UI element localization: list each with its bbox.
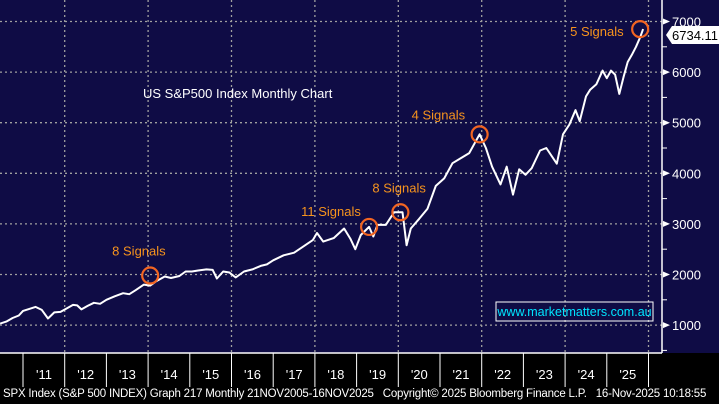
watermark-url: www.marketmatters.com.au (496, 305, 651, 319)
spx-price-line (0, 28, 645, 325)
footer-timestamp: 16-Nov-2025 10:18:55 (595, 388, 707, 400)
signal-circle (141, 266, 160, 285)
signal-label: 11 Signals (301, 204, 361, 219)
y-tick-label: 4000 (672, 166, 701, 181)
x-tick-label: '17 (286, 367, 303, 382)
y-tick-arrow (663, 220, 670, 227)
y-tick-label: 3000 (672, 217, 701, 232)
x-tick-label: '20 (411, 367, 428, 382)
footer-copyright: Copyright© 2025 Bloomberg Finance L.P. (382, 388, 587, 400)
x-tick-label: '13 (119, 367, 136, 382)
signal-circle (470, 125, 489, 144)
y-tick-label: 5000 (672, 116, 701, 131)
watermark-box (495, 301, 654, 322)
x-tick-label: '12 (77, 367, 94, 382)
y-tick-label: 1000 (672, 318, 701, 333)
y-tick-arrow (663, 170, 670, 177)
last-price-label: 6734.11 (672, 28, 718, 43)
x-tick-label: '23 (536, 367, 553, 382)
x-tick-label: '16 (244, 367, 261, 382)
signal-label: 8 Signals (112, 244, 166, 259)
y-tick-label: 2000 (672, 268, 701, 283)
x-tick-label: '11 (36, 367, 52, 382)
x-tick-label: '24 (578, 367, 595, 382)
signal-label: 4 Signals (412, 107, 466, 122)
signal-label: 5 Signals (570, 24, 624, 39)
y-tick-arrow (663, 271, 670, 278)
x-tick-label: '18 (327, 367, 344, 382)
y-tick-label: 6000 (672, 65, 701, 80)
x-tick-label: '21 (453, 367, 470, 382)
signal-circle (631, 19, 650, 39)
x-tick-label: '14 (161, 367, 178, 382)
signal-label: 8 Signals (372, 180, 426, 195)
y-tick-arrow (663, 69, 670, 76)
footer: SPX Index (S&P 500 INDEX) Graph 217 Mont… (3, 388, 706, 400)
signal-circle (391, 203, 410, 222)
y-tick-label: 7000 (672, 15, 701, 30)
footer-security: SPX Index (S&P 500 INDEX) Graph 217 Mont… (3, 388, 374, 400)
x-tick-label: '19 (369, 367, 386, 382)
x-tick-label: '15 (202, 367, 219, 382)
chart-title: US S&P500 Index Monthly Chart (143, 86, 333, 101)
y-tick-arrow (663, 119, 670, 126)
signal-circle (360, 217, 379, 237)
y-tick-arrow (663, 322, 670, 329)
y-tick-arrow (663, 18, 670, 25)
x-tick-label: '22 (494, 367, 511, 382)
last-price-tag (666, 26, 719, 44)
x-tick-label: '25 (619, 367, 636, 382)
